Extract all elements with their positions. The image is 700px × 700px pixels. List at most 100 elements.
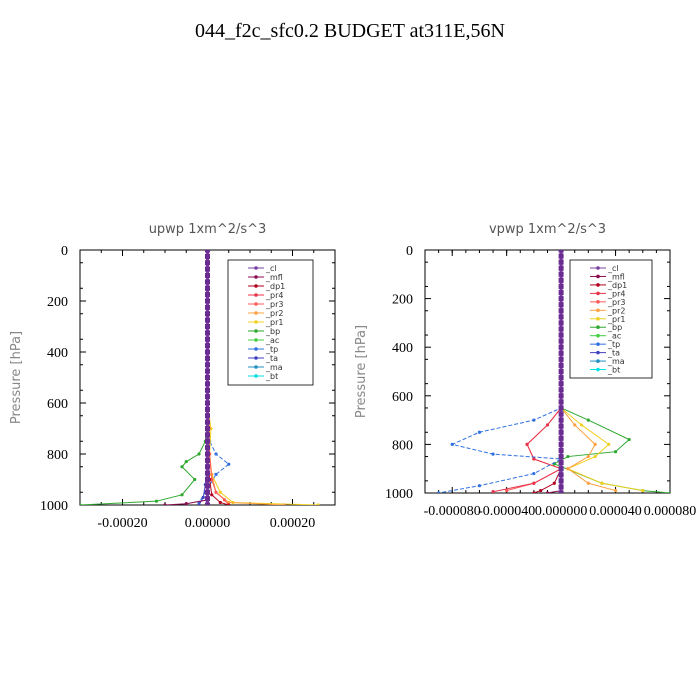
cl-marker	[205, 355, 210, 361]
legend-label: _bt	[607, 366, 620, 375]
cl-marker	[558, 423, 564, 429]
legend-marker	[254, 266, 258, 270]
legend-label: _pr3	[265, 300, 283, 309]
x-tick-label: 0.00000	[185, 516, 231, 531]
cl-marker	[205, 292, 210, 298]
data-point	[477, 430, 482, 434]
cl-marker	[205, 432, 210, 438]
cl-marker	[558, 478, 564, 484]
legend-label: _ma	[607, 357, 625, 366]
series-line-pr3	[506, 250, 563, 492]
data-point	[593, 454, 597, 459]
cl-marker	[558, 265, 564, 271]
data-point	[566, 467, 570, 471]
legend-label: _pr2	[265, 309, 283, 318]
data-point	[218, 500, 222, 505]
legend-marker	[596, 359, 600, 363]
cl-marker	[558, 429, 564, 435]
data-point	[227, 500, 231, 505]
data-point	[154, 499, 159, 503]
data-point	[532, 491, 536, 493]
x-tick-label: 0.00020	[270, 516, 316, 531]
data-point	[532, 418, 536, 422]
data-point	[197, 452, 201, 456]
y-axis-label: Pressure [hPa]	[9, 331, 24, 424]
cl-marker	[558, 417, 564, 423]
cl-marker	[205, 470, 210, 476]
cl-marker	[205, 496, 210, 502]
legend-marker	[596, 325, 600, 330]
legend-marker	[596, 367, 600, 372]
legend-label: _cl	[265, 264, 277, 273]
cl-marker	[205, 330, 210, 336]
cl-marker	[558, 326, 564, 332]
legend-label: _cl	[607, 264, 619, 273]
data-point	[532, 481, 536, 485]
data-point	[184, 460, 188, 464]
legend-marker	[254, 338, 258, 342]
cl-marker	[205, 260, 210, 266]
panel-title: vpwp 1xm^2/s^3	[489, 222, 606, 237]
data-point	[222, 498, 227, 502]
data-point	[641, 488, 645, 493]
data-point	[600, 481, 604, 485]
cl-marker	[558, 296, 564, 302]
y-tick-label: 200	[47, 295, 68, 310]
data-point	[437, 491, 441, 493]
data-point	[613, 488, 618, 493]
y-tick-label: 600	[392, 390, 413, 405]
x-tick-label: -0.000080	[424, 504, 481, 519]
series-group	[80, 250, 320, 505]
legend-marker	[596, 266, 600, 270]
legend-label: _bp	[607, 323, 622, 332]
legend-marker	[254, 374, 258, 378]
y-tick-label: 200	[392, 293, 413, 308]
y-tick-label: 800	[47, 448, 68, 463]
cl-marker	[558, 484, 564, 490]
cl-marker	[558, 338, 564, 344]
cl-marker	[205, 253, 210, 259]
cl-marker	[558, 381, 564, 387]
cl-marker	[558, 250, 564, 253]
legend-marker	[254, 311, 258, 315]
legend-marker	[596, 308, 600, 313]
cl-marker	[558, 308, 564, 314]
cl-marker	[205, 445, 210, 451]
legend-marker	[254, 347, 258, 351]
data-point	[214, 490, 218, 494]
cl-marker	[558, 356, 564, 362]
data-point	[579, 423, 584, 427]
series-line-tp	[438, 250, 563, 493]
series-line-pr3	[207, 250, 230, 505]
data-point	[218, 490, 222, 494]
series-line-pr4	[492, 250, 563, 493]
cl-marker	[205, 368, 210, 374]
data-point	[227, 462, 231, 466]
legend-marker	[596, 342, 600, 346]
data-point	[545, 423, 550, 427]
cl-marker	[558, 259, 564, 265]
legend-label: _tp	[265, 345, 278, 354]
cl-marker	[205, 298, 210, 304]
cl-marker	[205, 304, 210, 310]
cl-marker	[205, 317, 210, 323]
panel-2: vpwp 1xm^2/s^3 Pressure [hPa] 0 200 400 600 80…	[354, 222, 696, 519]
data-point	[180, 465, 184, 469]
legend-marker	[254, 275, 258, 279]
data-point	[201, 495, 205, 499]
data-point	[539, 488, 543, 493]
x-tick-label: -0.000040	[478, 504, 535, 519]
cl-marker	[205, 250, 210, 253]
data-point	[282, 503, 286, 505]
y-tick-label: 400	[47, 346, 68, 361]
cl-marker	[205, 266, 210, 272]
series-line-dp1	[533, 250, 562, 493]
cl-marker	[205, 419, 210, 425]
cl-marker	[558, 369, 564, 374]
cl-marker	[205, 489, 210, 495]
data-point	[525, 442, 529, 446]
x-tick-label: 0.000080	[644, 504, 697, 519]
cl-marker	[558, 447, 564, 453]
cl-marker	[205, 349, 210, 355]
